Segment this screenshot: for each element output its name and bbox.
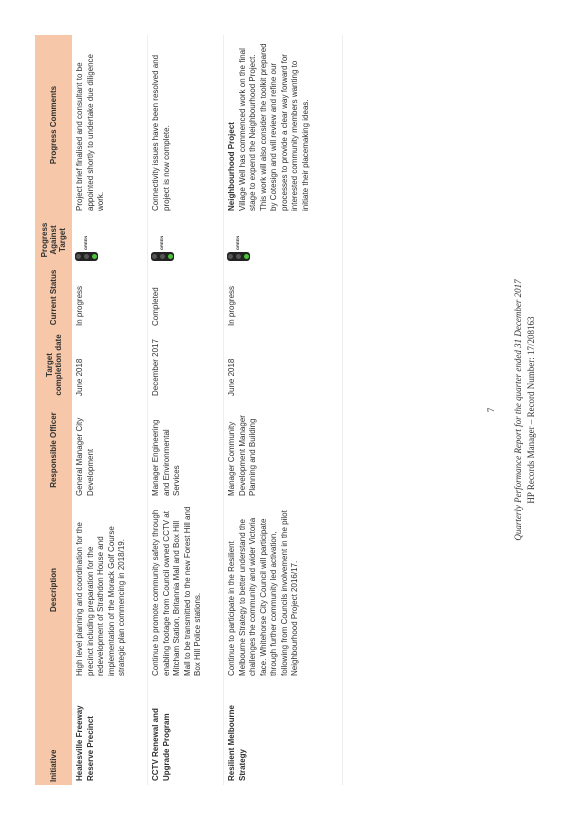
header-cell: Current Status (35, 265, 72, 330)
header-cell: Progress Against Target (35, 215, 72, 265)
initiative-cell: CCTV Renewal and Upgrade Program (147, 680, 224, 785)
traffic-light: GREEN (227, 219, 250, 261)
progress-cell: GREEN (147, 215, 224, 265)
table-row: Resilient Melbourne Strategy Continue to … (223, 35, 343, 785)
lamp (91, 254, 97, 259)
comment-text: Project brief finalised and consultant t… (75, 54, 105, 211)
comment-cell: Connectivity issues have been resolved a… (147, 35, 224, 215)
initiative-cell: Healesville Freeway Reserve Precinct (72, 680, 148, 785)
light-icon (151, 252, 174, 261)
status-cell: In progress (72, 265, 148, 330)
table-container: Initiative Description Responsible Officer… (35, 35, 343, 785)
lamp (159, 254, 165, 259)
table-row: Healesville Freeway Reserve Precinct High… (72, 35, 148, 785)
header-cell: Target completion date (35, 330, 72, 400)
status-cell: In progress (223, 265, 343, 330)
footer: 7 Quarterly Performance Report for the q… (485, 210, 545, 610)
comment-cell: Neighbourhood Project Village Well has co… (223, 35, 343, 215)
light-icon (227, 252, 250, 261)
date-cell: June 2018 (223, 330, 343, 400)
officer-cell: Manager Engineering and Environmental Se… (147, 400, 224, 500)
table-row: CCTV Renewal and Upgrade Program Continue… (147, 35, 224, 785)
header-cell: Description (35, 500, 72, 680)
progress-label: GREEN (83, 235, 89, 250)
light-icon (75, 252, 98, 261)
date-cell: June 2018 (72, 330, 148, 400)
traffic-light: GREEN (151, 219, 174, 261)
lamp (76, 254, 82, 259)
description-cell: High level planning and coordination for… (72, 500, 148, 680)
report-title: Quarterly Performance Report for the qua… (513, 279, 523, 541)
lamp (235, 254, 241, 259)
header-row: Initiative Description Responsible Officer… (35, 35, 72, 785)
comment-text: Connectivity issues have been resolved a… (151, 54, 171, 211)
comment-text: Village Well has commenced work on the f… (237, 43, 310, 211)
officer-cell: General Manager City Development (72, 400, 148, 500)
officer-cell: Manager Community Development Manager Pl… (223, 400, 343, 500)
table: Initiative Description Responsible Officer… (35, 35, 343, 785)
initiative-cell: Resilient Melbourne Strategy (223, 680, 343, 785)
header-cell: Responsible Officer (35, 400, 72, 500)
progress-cell: GREEN (223, 215, 343, 265)
lamp (167, 254, 173, 259)
description-cell: Continue to promote community safety thr… (147, 500, 224, 680)
lamp (152, 254, 158, 259)
comment-title: Neighbourhood Project (227, 122, 236, 211)
lamp (83, 254, 89, 259)
status-cell: Completed (147, 265, 224, 330)
progress-label: GREEN (159, 235, 165, 250)
progress-cell: GREEN (72, 215, 148, 265)
table-body: Healesville Freeway Reserve Precinct High… (72, 35, 343, 785)
comment-cell: Project brief finalised and consultant t… (72, 35, 148, 215)
lamp (228, 254, 234, 259)
progress-label: GREEN (235, 235, 241, 250)
date-cell: December 2017 (147, 330, 224, 400)
record-number: HP Records Manager – Record Number: 17/2… (526, 316, 536, 504)
header-cell: Initiative (35, 680, 72, 785)
description-cell: Continue to participate in the Resilient… (223, 500, 343, 680)
page-number: 7 (486, 407, 496, 413)
traffic-light: GREEN (75, 219, 98, 261)
header-cell: Progress Comments (35, 35, 72, 215)
lamp (243, 254, 249, 259)
